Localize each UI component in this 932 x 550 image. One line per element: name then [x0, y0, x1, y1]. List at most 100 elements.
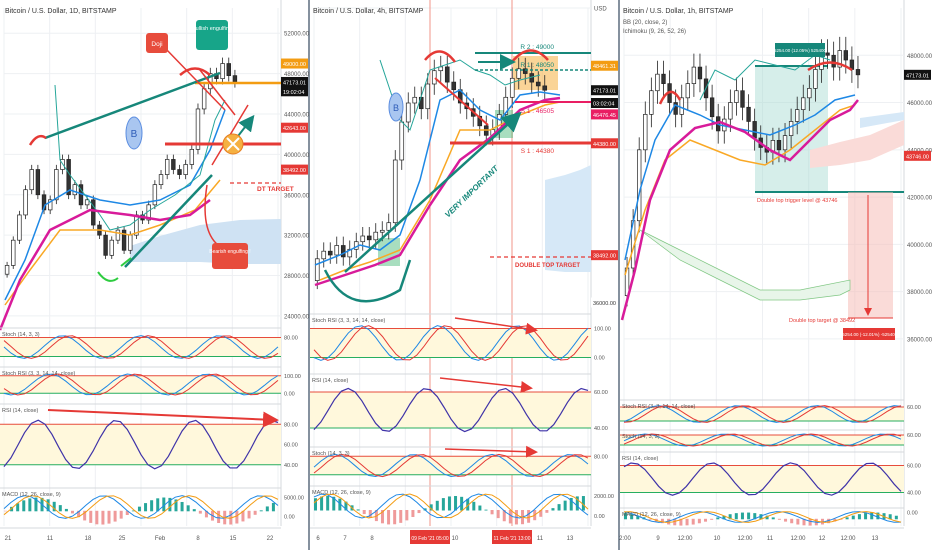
macd-histogram-bar	[472, 501, 476, 511]
macd-histogram-bar	[338, 498, 342, 511]
panel-title: Bitcoin / U.S. Dollar, 1h, BITSTAMP	[623, 8, 734, 15]
candle-body	[158, 174, 164, 186]
candle-body	[54, 169, 59, 201]
macd-histogram-bar	[22, 500, 26, 512]
time-tick-label: 7	[343, 536, 347, 542]
price-tag-bg	[281, 164, 308, 175]
candle-body	[66, 159, 71, 196]
time-tick-label: 11	[767, 536, 774, 542]
time-tick-label: 9	[656, 536, 660, 542]
macd-histogram-bar	[894, 515, 898, 520]
time-highlight-bg	[492, 530, 532, 544]
indicator-name: Stoch RSI (3, 3, 14, 14, close)	[2, 371, 76, 377]
cross-line-a	[199, 69, 236, 116]
price-tag-bg	[904, 150, 931, 161]
price-tag-label: 44380.00	[593, 142, 616, 148]
time-axis: 2:00 9 12:00 10 12:00 11 12:00 12 12:00 13	[619, 527, 904, 542]
price-tag-bg	[591, 60, 618, 71]
macd-histogram-bar	[648, 518, 652, 520]
price-tag-label: 49000.00	[283, 62, 306, 68]
indicator-band	[310, 456, 591, 475]
macd-histogram-bar	[405, 510, 409, 521]
bitcoin-badge	[388, 92, 404, 122]
price-tick-label: 44000.00	[284, 113, 310, 119]
time-tick-label: 8	[196, 536, 200, 542]
indicator-level-label: 0.00	[284, 515, 295, 521]
macd-histogram-bar	[247, 510, 251, 519]
macd-histogram-bar	[441, 498, 445, 511]
indicator-level-label: 5000.00	[284, 496, 304, 502]
panel-4h: R 2 : 49000 R 1 : 48050 S 1 : 46505 S 1 …	[310, 0, 618, 544]
macd-histogram-bar	[667, 518, 671, 525]
bottom-arcs	[97, 257, 132, 282]
price-tag-label: 43746.00	[906, 154, 929, 160]
time-tick-label: 13	[872, 536, 879, 542]
candle-body	[314, 258, 320, 281]
candle-body	[438, 66, 444, 72]
price-tick-label: 24000.00	[284, 314, 310, 320]
indicator-name: MACD (12, 26, close, 9)	[622, 512, 681, 518]
macd-histogram-bar	[180, 501, 184, 512]
macd-histogram-bar	[691, 518, 695, 525]
time-tick-label: 10	[714, 536, 721, 542]
time-tick-label: 22	[267, 536, 274, 542]
panel-1h: 5254.00 (12.05%) 525400 Double top trigg…	[619, 8, 932, 542]
candle-body	[366, 235, 372, 241]
candle-body	[41, 194, 47, 211]
macd-histogram-bar	[864, 513, 868, 520]
indicator-level-label: 0.00	[907, 511, 918, 517]
candle-body	[84, 199, 90, 206]
candle-body	[685, 83, 690, 99]
macd-histogram-bar	[107, 510, 111, 524]
rsi-line	[623, 462, 902, 496]
macd-histogram-bar	[557, 504, 561, 511]
price-tick-label: 40000.00	[284, 153, 310, 159]
candle-body	[128, 234, 133, 251]
macd-signal-line	[623, 511, 902, 523]
indicator-name: RSI (14, close)	[622, 456, 659, 462]
panel-daily: Doji Bullish engulfing Bearish engulfing…	[0, 8, 310, 542]
macd-histogram-bar	[447, 496, 451, 511]
macd-histogram-bar	[162, 497, 166, 512]
indicator-level-label: 60.00	[907, 405, 921, 411]
candle-body	[226, 63, 231, 76]
candle-body	[542, 85, 548, 91]
time-tick-label: 12:00	[790, 536, 806, 542]
macd-histogram-bar	[888, 514, 892, 520]
indicator-name: MACD (12, 26, close, 9)	[2, 492, 61, 498]
indicator-name: Stoch RSI (3, 3, 14, 14, close)	[312, 318, 386, 324]
macd-histogram-bar	[740, 512, 744, 520]
macd-histogram-bar	[58, 505, 62, 512]
macd-histogram-bar	[52, 501, 56, 512]
macd-histogram-bar	[320, 496, 324, 511]
candle-body	[72, 184, 78, 196]
oscillator-k-line	[313, 453, 589, 478]
macd-histogram-bar	[784, 518, 788, 522]
candle-body	[643, 114, 648, 151]
price-tag-bg	[904, 69, 931, 80]
time-highlight-label: 09 Feb '21 05:00	[411, 536, 449, 542]
measure-bottom-label: -5254.00 (-12.01%) -525400	[841, 332, 898, 337]
doji-pointer	[164, 47, 226, 111]
macd-histogram-bar	[131, 510, 135, 512]
macd-histogram-bar	[4, 510, 7, 512]
candle-body	[232, 75, 238, 83]
candle-body	[746, 106, 751, 122]
indicator-name: RSI (14, close)	[312, 378, 349, 384]
candle-body	[740, 90, 745, 108]
target-label: Double top target @ 38492	[789, 318, 855, 324]
indicator-level-label: 80.00	[284, 336, 298, 342]
macd-histogram-bar	[101, 510, 105, 525]
macd-histogram-bar	[496, 510, 500, 519]
macd-histogram-bar	[271, 502, 275, 512]
macd-histogram-bar	[417, 510, 421, 514]
price-tag-bg	[591, 109, 618, 120]
bitcoin-badge-letter: B	[131, 129, 138, 140]
price-tick-label: 38000.00	[907, 290, 932, 296]
r2-label: R 2 : 49000	[520, 44, 554, 51]
trendline-lower	[124, 174, 213, 268]
macd-histogram-bar	[710, 518, 714, 520]
macd-histogram-bar	[802, 518, 806, 526]
macd-histogram-bar	[704, 518, 708, 522]
macd-histogram-bar	[64, 508, 68, 512]
